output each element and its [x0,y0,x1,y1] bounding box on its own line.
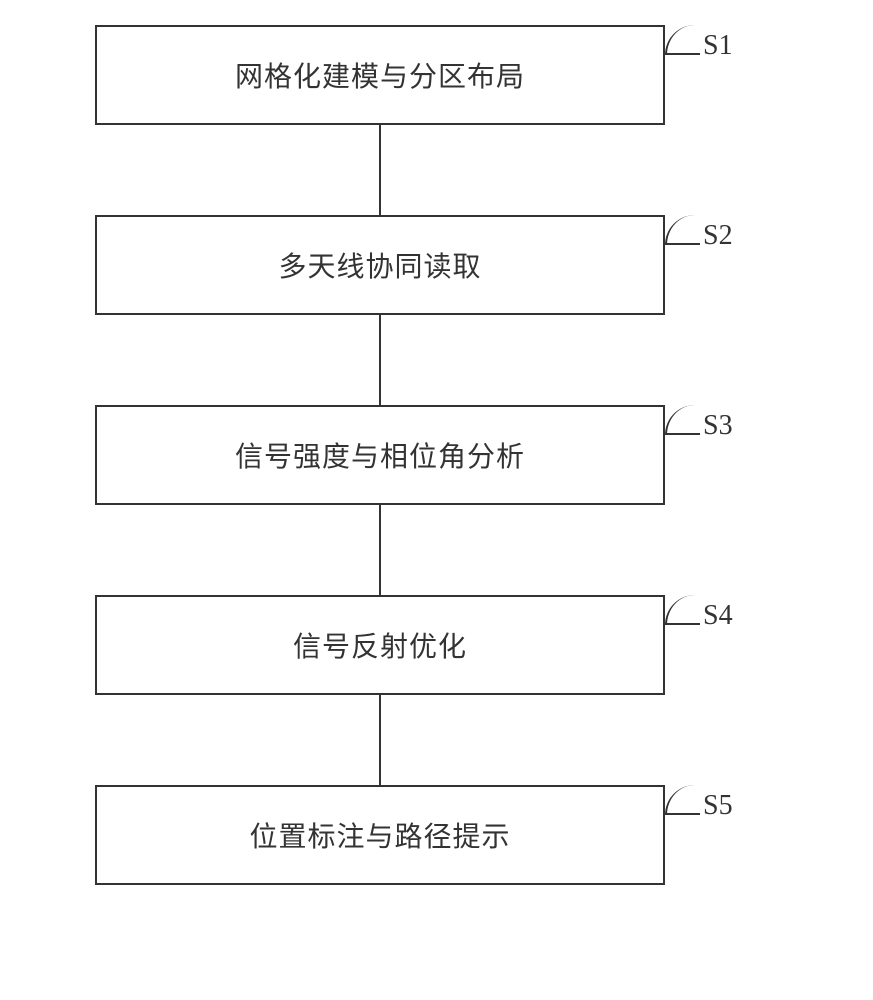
step-box-s3: 信号强度与相位角分析 [95,405,665,505]
step-box-s5: 位置标注与路径提示 [95,785,665,885]
step-text-s5: 位置标注与路径提示 [249,815,510,855]
label-curve-s3 [665,405,700,435]
step-box-s4: 信号反射优化 [95,595,665,695]
step-text-s1: 网格化建模与分区布局 [235,55,525,95]
label-curve-s1 [665,25,700,55]
step-label-s1: S1 [703,30,733,62]
connector-s4-s5 [379,695,381,785]
step-box-s1: 网格化建模与分区布局 [95,25,665,125]
label-curve-s4 [665,595,700,625]
step-label-s5: S5 [703,790,733,822]
step-box-s2: 多天线协同读取 [95,215,665,315]
step-text-s2: 多天线协同读取 [278,245,481,285]
connector-s1-s2 [379,125,381,215]
step-text-s4: 信号反射优化 [293,625,467,665]
step-label-s2: S2 [703,220,733,252]
connector-s3-s4 [379,505,381,595]
label-curve-s2 [665,215,700,245]
step-label-s3: S3 [703,410,733,442]
step-label-s4: S4 [703,600,733,632]
connector-s2-s3 [379,315,381,405]
step-text-s3: 信号强度与相位角分析 [235,435,525,475]
label-curve-s5 [665,785,700,815]
